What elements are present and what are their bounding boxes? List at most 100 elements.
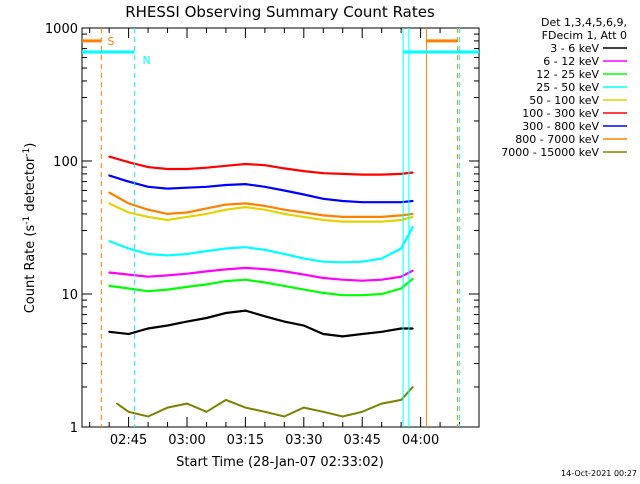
data-point: [147, 185, 150, 188]
data-point: [244, 202, 247, 205]
data-point: [302, 257, 305, 260]
data-point: [225, 208, 227, 211]
legend-label: 100 - 300 keV: [522, 107, 599, 120]
x-axis-label: Start Time (28-Jan-07 02:33:02): [176, 455, 384, 470]
data-point: [283, 270, 286, 273]
series-layer: [108, 155, 414, 418]
data-point: [322, 214, 325, 217]
legend-header-line-2: FDecim 1, Att 0: [542, 29, 627, 42]
data-point: [147, 290, 150, 293]
y-tick-label: 1000: [45, 22, 78, 37]
data-point: [127, 273, 130, 276]
x-tick-label: 02:45: [110, 433, 147, 448]
legend-label: 50 - 100 keV: [529, 94, 599, 107]
data-point: [108, 271, 110, 274]
x-tick-label: 04:00: [402, 433, 439, 448]
data-point: [225, 312, 227, 314]
data-point: [411, 269, 414, 272]
data-point: [361, 220, 364, 223]
data-point: [108, 174, 110, 177]
data-point: [127, 161, 130, 164]
data-point: [302, 288, 305, 291]
data-point: [400, 399, 402, 401]
data-point: [361, 201, 364, 204]
data-point: [302, 216, 305, 218]
data-point: [205, 166, 208, 169]
data-point: [244, 206, 247, 209]
x-tick-label: 03:30: [285, 433, 322, 448]
data-point: [186, 211, 188, 214]
data-point: [186, 272, 188, 275]
data-point: [400, 201, 402, 204]
data-point: [264, 281, 266, 284]
data-point: [361, 279, 364, 282]
legend-label: 300 - 800 keV: [522, 120, 599, 133]
data-point: [411, 216, 414, 218]
y-axis: 1 10 100 1000: [45, 22, 479, 436]
data-point: [147, 166, 150, 169]
timestamp: 14-Oct-2021 00:27: [561, 469, 637, 478]
data-point: [264, 315, 266, 318]
data-point: [322, 219, 325, 221]
legend-label: 3 - 6 keV: [550, 42, 599, 55]
data-point: [283, 253, 286, 255]
data-point: [283, 415, 286, 418]
data-point: [205, 250, 208, 253]
data-point: [205, 270, 208, 273]
legend-label: 12 - 25 keV: [536, 68, 599, 81]
data-point: [264, 185, 266, 188]
data-point: [400, 247, 402, 250]
data-point: [225, 280, 227, 282]
data-point: [147, 415, 150, 418]
data-point: [108, 240, 110, 243]
data-point: [205, 410, 208, 413]
data-point: [186, 186, 188, 189]
data-point: [244, 406, 247, 409]
data-point: [361, 173, 364, 176]
data-point: [264, 164, 266, 167]
data-point: [322, 292, 325, 294]
chart-title: RHESSI Observing Summary Count Rates: [125, 3, 435, 21]
data-point: [244, 246, 247, 249]
y-tick-label: 10: [61, 288, 78, 303]
data-point: [127, 202, 130, 205]
data-point: [147, 216, 150, 218]
data-point: [225, 203, 227, 206]
data-point: [127, 333, 130, 335]
data-point: [225, 184, 227, 186]
data-point: [302, 324, 305, 327]
data-point: [186, 216, 188, 218]
data-point: [127, 410, 130, 413]
data-point: [361, 333, 364, 335]
data-point: [186, 320, 188, 323]
data-point: [400, 327, 402, 330]
data-point: [205, 283, 208, 286]
data-point: [166, 406, 169, 409]
data-point: [166, 288, 169, 291]
data-point: [361, 294, 364, 297]
data-point: [411, 327, 414, 330]
data-point: [166, 324, 169, 327]
data-point: [322, 197, 325, 200]
data-point: [108, 155, 110, 158]
data-point: [264, 205, 266, 207]
saa-flag-label: S: [107, 35, 114, 48]
data-point: [205, 207, 208, 210]
legend-label: 800 - 7000 keV: [515, 133, 599, 146]
state-flags: SN: [82, 28, 479, 427]
data-point: [127, 247, 130, 250]
legend-header-line-1: Det 1,3,4,5,6,9,: [541, 16, 627, 29]
data-point: [411, 225, 414, 228]
data-point: [341, 216, 344, 218]
data-point: [264, 208, 266, 211]
legend-label: 6 - 12 keV: [543, 55, 599, 68]
data-point: [244, 163, 247, 165]
data-point: [166, 254, 169, 257]
data-point: [264, 268, 266, 270]
data-point: [380, 216, 383, 218]
data-point: [380, 201, 383, 204]
data-point: [411, 277, 414, 280]
data-point: [341, 220, 344, 223]
data-point: [108, 330, 110, 333]
